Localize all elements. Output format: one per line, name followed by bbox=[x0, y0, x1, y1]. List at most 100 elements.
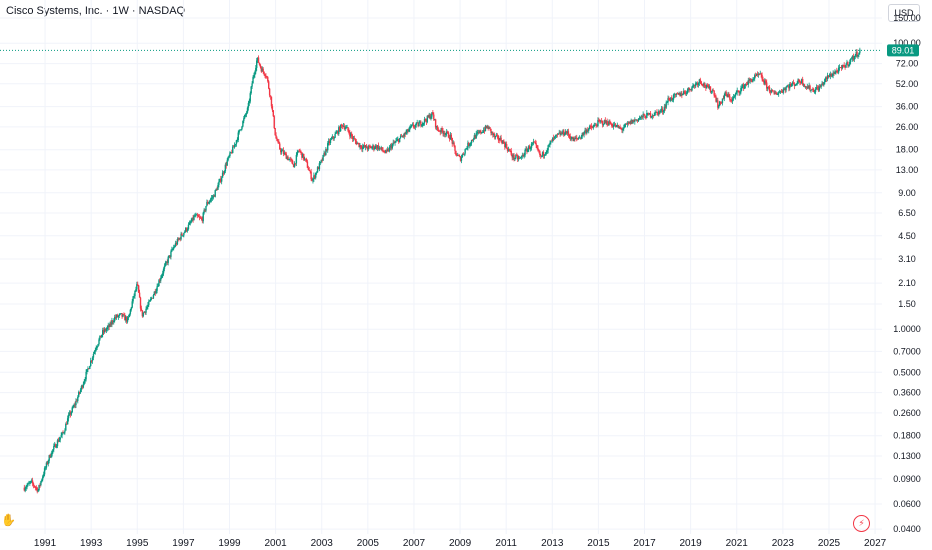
x-tick-label: 2009 bbox=[449, 538, 472, 549]
candle-body bbox=[303, 153, 305, 160]
x-tick-label: 2017 bbox=[633, 538, 656, 549]
candle-body bbox=[63, 432, 65, 434]
candle-body bbox=[573, 137, 575, 142]
candle-body bbox=[718, 101, 721, 106]
candle-body bbox=[399, 135, 402, 139]
candle-body bbox=[325, 148, 327, 155]
candle-body bbox=[406, 129, 408, 133]
candle-body bbox=[720, 102, 723, 104]
candle-body bbox=[604, 119, 607, 123]
candle-body bbox=[138, 292, 141, 298]
candle-body bbox=[194, 215, 196, 217]
candle-body bbox=[164, 262, 167, 266]
currency-button[interactable]: USD bbox=[888, 4, 920, 22]
candle-body bbox=[747, 80, 749, 85]
candle-body bbox=[118, 314, 120, 316]
candle-body bbox=[335, 132, 337, 134]
candle-body bbox=[752, 79, 754, 82]
candle-body bbox=[414, 125, 417, 128]
candle-body bbox=[241, 126, 243, 130]
candle-body bbox=[267, 77, 269, 82]
candle-body bbox=[689, 89, 691, 91]
candle-body bbox=[85, 371, 87, 380]
candle-body bbox=[636, 119, 639, 122]
candle-body bbox=[434, 119, 436, 121]
candle-body bbox=[633, 119, 635, 122]
lightning-bolt-icon[interactable]: ⚡ bbox=[853, 515, 870, 532]
candle-body bbox=[456, 155, 458, 157]
candle-body bbox=[71, 407, 73, 412]
candle-body bbox=[743, 85, 746, 89]
candle-body bbox=[235, 140, 238, 145]
candle-body bbox=[55, 445, 58, 448]
candle-body bbox=[819, 86, 821, 88]
candle-body bbox=[256, 57, 259, 61]
candle-body bbox=[344, 128, 346, 130]
candle-body bbox=[370, 146, 372, 149]
candle-body bbox=[736, 90, 738, 93]
candle-body bbox=[529, 147, 532, 150]
candle-body bbox=[54, 444, 56, 447]
candle-body bbox=[434, 119, 437, 128]
candle-body bbox=[469, 144, 471, 146]
candle-body bbox=[295, 154, 298, 164]
candle-body bbox=[172, 248, 174, 250]
price-axis[interactable]: 150.00 100.00 72.00 52.00 36.00 26.00 18.00 13.… bbox=[893, 13, 921, 534]
candle-body bbox=[131, 301, 133, 308]
candle-body bbox=[460, 157, 463, 161]
time-axis[interactable]: 1991 1993 1995 1997 1999 2001 2003 2005 2007 2009… bbox=[34, 538, 887, 549]
candle-body bbox=[579, 137, 582, 139]
candle-body bbox=[318, 163, 321, 170]
candle-body bbox=[601, 121, 604, 125]
candle-body bbox=[368, 145, 370, 147]
candle-body bbox=[149, 298, 152, 301]
candle-body bbox=[317, 167, 320, 170]
candle-body bbox=[606, 120, 608, 125]
candle-body bbox=[303, 158, 306, 160]
candle-body bbox=[315, 172, 318, 174]
candle-body bbox=[798, 79, 800, 83]
candle-body bbox=[857, 54, 859, 57]
candle-body bbox=[784, 88, 786, 91]
candle-body bbox=[659, 110, 662, 112]
candle-body bbox=[418, 123, 420, 127]
candle-body bbox=[567, 131, 570, 135]
candle-body bbox=[187, 224, 190, 230]
candle-body bbox=[668, 98, 670, 100]
candle-body bbox=[102, 330, 105, 332]
candle-body bbox=[248, 101, 251, 104]
candle-body bbox=[173, 246, 176, 248]
candle-body bbox=[190, 221, 192, 223]
candle-body bbox=[541, 152, 544, 156]
candle-body bbox=[645, 117, 647, 119]
candle-body bbox=[90, 360, 92, 367]
candle-body bbox=[624, 123, 627, 125]
candle-body bbox=[95, 348, 97, 350]
candle-body bbox=[628, 121, 631, 124]
candle-body bbox=[167, 257, 169, 263]
candle-body bbox=[531, 143, 534, 145]
candle-body bbox=[240, 129, 242, 131]
candle-body bbox=[635, 119, 638, 121]
candle-body bbox=[209, 199, 212, 202]
candle-body bbox=[556, 134, 559, 136]
candle-body bbox=[300, 151, 302, 153]
candle-body bbox=[722, 98, 725, 100]
candle-body bbox=[852, 56, 855, 60]
candle-body bbox=[125, 317, 127, 321]
candle-body bbox=[712, 90, 714, 92]
candle-body bbox=[651, 115, 654, 117]
candle-body bbox=[745, 84, 748, 85]
candle-body bbox=[758, 74, 761, 75]
candle-body bbox=[369, 146, 371, 147]
candle-body bbox=[754, 75, 756, 79]
crosshair-handle-icon[interactable]: ✋ bbox=[1, 513, 16, 527]
candle-body bbox=[284, 152, 287, 154]
candle-body bbox=[846, 61, 848, 65]
y-tick-label: 6.50 bbox=[898, 208, 916, 218]
x-tick-label: 1991 bbox=[34, 538, 57, 549]
candle-body bbox=[766, 82, 768, 89]
candle-body bbox=[76, 400, 78, 402]
candle-body bbox=[178, 238, 180, 240]
